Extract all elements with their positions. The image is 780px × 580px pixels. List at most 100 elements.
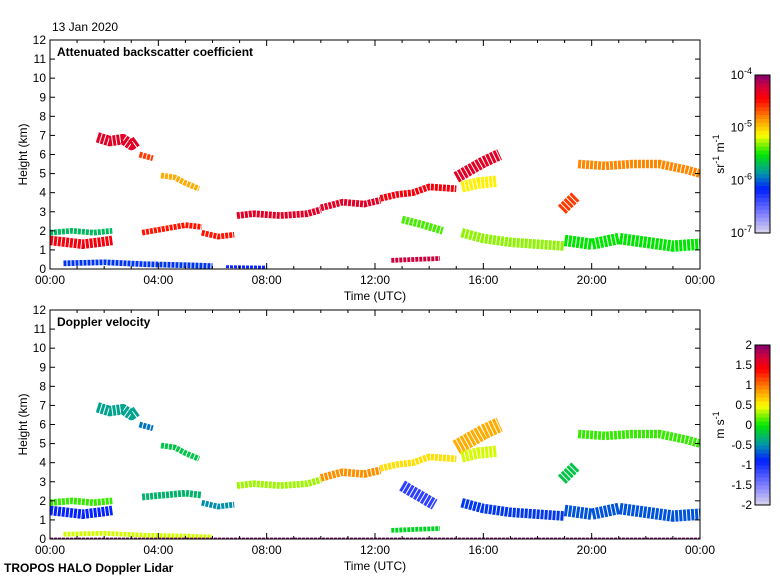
- data-feature-17: [401, 215, 444, 235]
- colorbar-tick-label: 10-5: [731, 119, 752, 135]
- data-feature-18: [63, 259, 213, 269]
- data-feature-8: [319, 466, 382, 482]
- colorbar-cell: [755, 213, 770, 218]
- y-tick-label: 12: [33, 33, 47, 47]
- colorbar-cell: [755, 142, 770, 147]
- colorbar-cell: [755, 110, 770, 115]
- data-feature-18: [63, 530, 213, 539]
- colorbar-cell: [755, 441, 770, 446]
- colorbar-cell: [755, 126, 770, 131]
- colorbar-cell: [755, 138, 770, 143]
- colorbar-cell: [755, 173, 770, 179]
- colorbar-frame: [754, 74, 771, 234]
- x-tick-label: 16:00: [468, 543, 498, 557]
- colorbar-tick-label: 1: [745, 378, 752, 392]
- data-feature-16: [563, 232, 700, 252]
- data-feature-10: [453, 149, 503, 183]
- colorbar-cell: [755, 118, 770, 123]
- y-tick-label: 1: [39, 513, 46, 527]
- y-tick-label: 2: [39, 224, 46, 238]
- y-tick-label: 3: [39, 205, 46, 219]
- colorbar-cell: [755, 369, 770, 374]
- colorbar-cell: [755, 485, 770, 490]
- y-tick-label: 3: [39, 475, 46, 489]
- colorbar-cell: [755, 373, 770, 378]
- colorbar-cell: [755, 425, 770, 430]
- y-tick-label: 11: [34, 322, 47, 336]
- data-feature-15: [460, 228, 565, 251]
- y-tick-label: 8: [39, 109, 46, 123]
- colorbar-tick-label: -1: [741, 458, 752, 472]
- colorbar-cell: [755, 389, 770, 394]
- footer-label: TROPOS HALO Doppler Lidar: [4, 561, 174, 575]
- colorbar-tick-label: 2: [745, 338, 752, 352]
- colorbar-cell: [755, 98, 770, 104]
- colorbar-cell: [755, 177, 770, 183]
- x-tick-label: 00:00: [685, 273, 715, 287]
- colorbar-cell: [755, 169, 770, 175]
- colorbar-cell: [755, 405, 770, 410]
- x-tick-label: 00:00: [35, 543, 65, 557]
- x-tick-label: 08:00: [252, 273, 282, 287]
- colorbar-cell: [755, 82, 770, 88]
- colorbar-cell: [755, 461, 770, 466]
- y-tick-label: 10: [33, 71, 47, 85]
- colorbar-tick-label: 1.5: [735, 358, 752, 372]
- colorbar-cell: [755, 497, 770, 502]
- colorbar-cell: [755, 345, 770, 350]
- colorbar-cell: [755, 417, 770, 422]
- data-feature-15: [399, 480, 438, 510]
- data-feature-14: [391, 256, 441, 263]
- date-label: 13 Jan 2020: [52, 20, 119, 34]
- data-feature-0: [95, 132, 140, 151]
- colorbar-cell: [755, 154, 770, 159]
- data-feature-9: [379, 183, 457, 202]
- data-feature-12: [557, 192, 580, 214]
- data-feature-6: [201, 499, 235, 510]
- colorbar-cell: [755, 493, 770, 498]
- colorbar-cell: [755, 445, 770, 450]
- colorbar-cell: [755, 201, 770, 206]
- colorbar-tick-label: 10-4: [731, 66, 752, 82]
- panel-title: Doppler velocity: [57, 315, 151, 329]
- data-feature-1: [138, 151, 154, 162]
- data-feature-11: [460, 445, 498, 463]
- x-tick-label: 12:00: [360, 273, 390, 287]
- x-tick-label: 16:00: [468, 273, 498, 287]
- colorbar-cell: [755, 449, 770, 454]
- plot-frame: [49, 309, 701, 540]
- y-tick-label: 10: [33, 341, 47, 355]
- colorbar-cell: [755, 197, 770, 202]
- y-tick-label: 5: [39, 437, 46, 451]
- y-tick-label: 0: [39, 262, 46, 276]
- colorbar-cell: [755, 134, 770, 139]
- y-tick-label: 4: [39, 186, 46, 200]
- x-tick-label: 08:00: [252, 543, 282, 557]
- y-tick-label: 4: [39, 456, 46, 470]
- y-axis-label: Height (km): [16, 393, 30, 455]
- x-tick-label: 20:00: [577, 273, 607, 287]
- colorbar-cell: [755, 86, 770, 92]
- colorbar-cell: [755, 150, 770, 155]
- colorbar-tick-label: -2: [741, 498, 752, 512]
- colorbar-cell: [755, 429, 770, 434]
- y-tick-label: 5: [39, 167, 46, 181]
- colorbar-cell: [755, 189, 770, 194]
- data-feature-13: [577, 159, 700, 178]
- colorbar-cell: [755, 365, 770, 370]
- data-layer: [50, 402, 700, 539]
- colorbar-cell: [755, 90, 770, 96]
- colorbar-cell: [755, 469, 770, 474]
- colorbar-cell: [755, 377, 770, 382]
- x-tick-label: 04:00: [143, 543, 173, 557]
- colorbar-cell: [755, 409, 770, 414]
- data-feature-2: [160, 172, 201, 192]
- colorbar-cell: [755, 401, 770, 406]
- colorbar-cell: [755, 122, 770, 127]
- y-tick-label: 0: [39, 532, 46, 546]
- colorbar-cell: [755, 221, 770, 226]
- colorbar-cell: [755, 473, 770, 478]
